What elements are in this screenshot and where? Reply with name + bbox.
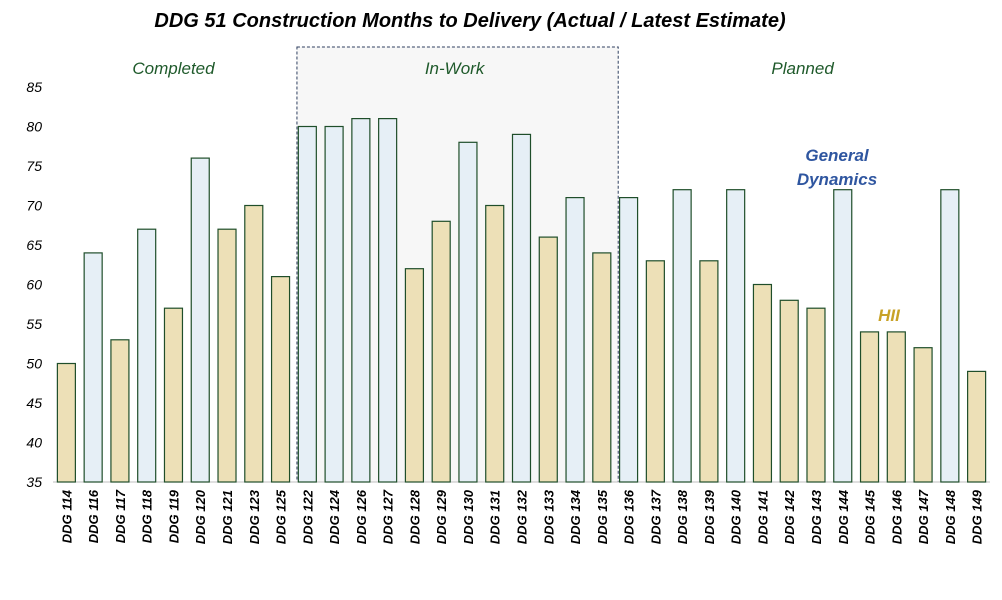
y-tick-label: 80 — [26, 119, 42, 135]
x-tick-label: DDG 128 — [407, 489, 422, 544]
section-label-completed: Completed — [132, 59, 215, 78]
bar-ddg-114 — [56, 362, 76, 483]
bar-ddg-130 — [458, 141, 478, 483]
bar-ddg-120 — [190, 157, 210, 483]
bar-ddg-133 — [538, 236, 558, 483]
x-tick-label: DDG 141 — [755, 490, 770, 544]
bar-ddg-138 — [672, 189, 692, 483]
y-tick-label: 55 — [26, 316, 42, 332]
legend-general-dynamics-line1: General — [805, 146, 870, 165]
legend-hii: HII — [878, 306, 901, 325]
y-tick-label: 60 — [26, 277, 42, 293]
x-tick-label: DDG 134 — [568, 489, 583, 544]
x-tick-label: DDG 133 — [541, 489, 556, 544]
y-tick-label: 45 — [26, 395, 42, 411]
bar-ddg-137 — [645, 260, 665, 483]
x-tick-label: DDG 135 — [595, 489, 610, 544]
x-tick-label: DDG 137 — [648, 489, 663, 544]
y-tick-label: 50 — [26, 356, 42, 372]
x-tick-label: DDG 129 — [434, 489, 449, 544]
bar-ddg-129 — [431, 220, 451, 483]
x-tick-label: DDG 144 — [836, 489, 851, 544]
bar-ddg-134 — [565, 197, 585, 483]
section-label-planned: Planned — [771, 59, 834, 78]
bar-ddg-136 — [618, 197, 639, 483]
x-tick-label: DDG 148 — [943, 489, 958, 544]
bar-ddg-148 — [940, 189, 960, 483]
x-tick-label: DDG 139 — [702, 489, 717, 544]
bar-ddg-144 — [833, 189, 853, 483]
bar-ddg-140 — [726, 189, 746, 483]
section-label-in-work: In-Work — [425, 59, 486, 78]
bar-ddg-128 — [404, 268, 425, 483]
x-tick-label: DDG 123 — [247, 489, 262, 544]
y-tick-label: 35 — [26, 474, 42, 490]
x-tick-label: DDG 121 — [220, 490, 235, 544]
bar-ddg-123 — [244, 204, 264, 483]
y-tick-label: 65 — [26, 237, 42, 253]
x-tick-label: DDG 127 — [381, 489, 396, 544]
x-tick-label: DDG 140 — [729, 489, 744, 544]
x-tick-label: DDG 124 — [327, 489, 342, 544]
x-tick-label: DDG 149 — [970, 489, 985, 544]
bar-ddg-118 — [137, 228, 157, 483]
x-tick-label: DDG 119 — [166, 489, 181, 543]
bar-ddg-127 — [378, 117, 398, 483]
chart-title: DDG 51 Construction Months to Delivery (… — [154, 10, 786, 32]
bar-ddg-142 — [779, 299, 799, 483]
x-tick-label: DDG 145 — [863, 489, 878, 544]
x-tick-label: DDG 132 — [515, 489, 530, 544]
legend-general-dynamics-line2: Dynamics — [797, 170, 877, 189]
y-tick-label: 75 — [26, 158, 42, 174]
bar-ddg-126 — [351, 117, 371, 483]
bar-ddg-149 — [967, 370, 987, 483]
bar-ddg-147 — [913, 347, 933, 483]
x-tick-label: DDG 125 — [274, 489, 289, 544]
bar-ddg-122 — [297, 125, 317, 483]
y-tick-label: 40 — [26, 435, 42, 451]
x-tick-label: DDG 143 — [809, 489, 824, 544]
bar-ddg-124 — [324, 125, 344, 483]
x-tick-label: DDG 136 — [622, 489, 637, 544]
x-tick-label: DDG 118 — [140, 489, 155, 543]
bar-ddg-143 — [806, 307, 826, 483]
bar-ddg-132 — [511, 133, 532, 483]
x-tick-label: DDG 138 — [675, 489, 690, 544]
x-tick-label: DDG 114 — [59, 489, 74, 543]
x-tick-label: DDG 120 — [193, 489, 208, 544]
bar-ddg-146 — [886, 331, 906, 483]
y-tick-label: 70 — [26, 198, 42, 214]
in-work-highlight-box — [296, 46, 619, 483]
x-tick-label: DDG 146 — [889, 489, 904, 544]
x-tick-label: DDG 131 — [488, 490, 503, 544]
bar-ddg-145 — [859, 331, 880, 483]
bar-ddg-119 — [163, 307, 184, 483]
bar-ddg-135 — [592, 252, 612, 483]
x-tick-label: DDG 142 — [782, 489, 797, 544]
bar-ddg-116 — [83, 252, 103, 483]
bar-ddg-125 — [270, 276, 291, 483]
bar-ddg-141 — [752, 283, 773, 483]
x-tick-label: DDG 117 — [113, 489, 128, 543]
x-tick-label: DDG 126 — [354, 489, 369, 544]
x-tick-label: DDG 130 — [461, 489, 476, 544]
bar-ddg-121 — [217, 228, 237, 483]
bar-ddg-131 — [485, 204, 505, 483]
x-tick-label: DDG 147 — [916, 489, 931, 544]
bar-ddg-139 — [699, 260, 719, 483]
y-tick-label: 85 — [26, 79, 42, 95]
bar-ddg-117 — [110, 339, 130, 483]
x-tick-label: DDG 122 — [300, 489, 315, 544]
x-tick-label: DDG 116 — [86, 489, 101, 543]
